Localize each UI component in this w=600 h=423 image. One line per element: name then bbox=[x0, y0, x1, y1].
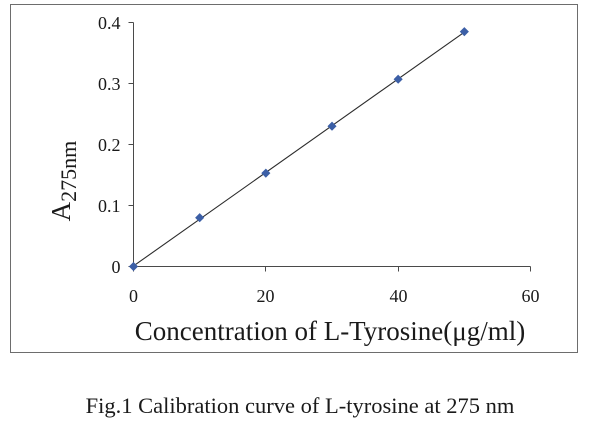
x-tick-label: 60 bbox=[522, 286, 540, 306]
x-tick-label: 20 bbox=[257, 286, 275, 306]
x-axis-label: Concentration of L-Tyrosine(μg/ml) bbox=[135, 316, 526, 346]
y-tick-label: 0 bbox=[112, 257, 121, 277]
y-tick-label: 0.3 bbox=[98, 74, 121, 94]
figure-frame: 0 0.1 0.2 0.3 0.4 0 20 40 60 A275nm Concentratio… bbox=[10, 4, 578, 353]
data-point bbox=[327, 121, 337, 131]
x-tick-label: 40 bbox=[390, 286, 408, 306]
axes bbox=[128, 22, 531, 272]
calibration-chart: 0 0.1 0.2 0.3 0.4 0 20 40 60 A275nm Concentratio… bbox=[46, 13, 540, 346]
y-tick-label: 0.2 bbox=[98, 135, 121, 155]
y-axis-label-subscript: 275nm bbox=[56, 141, 81, 202]
data-point bbox=[261, 168, 271, 178]
trend-line bbox=[133, 31, 465, 267]
figure-caption: Fig.1 Calibration curve of L-tyrosine at… bbox=[85, 393, 515, 418]
tick-labels: 0 0.1 0.2 0.3 0.4 0 20 40 60 bbox=[98, 13, 540, 306]
y-axis-label: A275nm bbox=[46, 141, 81, 222]
data-series bbox=[128, 27, 469, 272]
data-point bbox=[128, 261, 139, 272]
y-tick-label: 0.1 bbox=[98, 196, 121, 216]
data-point bbox=[393, 74, 403, 84]
y-axis-label-main: A bbox=[46, 201, 76, 221]
data-point bbox=[459, 27, 469, 37]
data-point bbox=[195, 213, 205, 223]
y-tick-label: 0.4 bbox=[98, 13, 121, 33]
x-tick-label: 0 bbox=[129, 286, 138, 306]
